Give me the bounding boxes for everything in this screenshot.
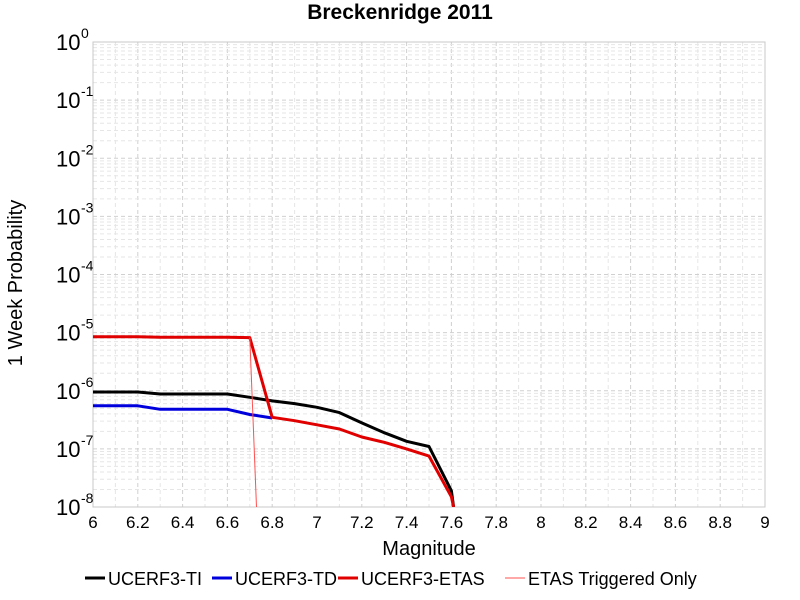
y-tick-exponent: -1 xyxy=(81,83,94,99)
y-tick-base: 10 xyxy=(56,379,80,404)
x-tick-labels: 6 6.2 6.4 6.6 6.8 7 7.2 7.4 7.6 7.8 8 8.2 8.4 8.6 8.8 9 xyxy=(88,513,769,532)
x-axis-label: Magnitude xyxy=(382,538,475,560)
x-tick-label: 7 xyxy=(312,513,321,532)
x-tick-label: 7.6 xyxy=(440,513,464,532)
x-tick-label: 8 xyxy=(536,513,545,532)
series-line-ucerf3-td xyxy=(93,404,273,420)
x-tick-label: 9 xyxy=(760,513,769,532)
x-tick-label: 6.8 xyxy=(260,513,284,532)
legend-label: UCERF3-ETAS xyxy=(361,569,485,589)
y-tick-exponent: -8 xyxy=(81,490,94,506)
x-tick-label: 6.2 xyxy=(126,513,150,532)
y-tick-exponent: -3 xyxy=(81,199,94,215)
y-tick-label: 10 -6 xyxy=(56,374,94,404)
y-tick-base: 10 xyxy=(56,437,80,462)
y-axis-label: 1 Week Probability xyxy=(5,200,27,366)
x-tick-label: 6.4 xyxy=(171,513,195,532)
x-tick-label: 7.2 xyxy=(350,513,374,532)
y-tick-base: 10 xyxy=(56,204,80,229)
y-tick-base: 10 xyxy=(56,88,80,113)
series-line-etas-triggered-only xyxy=(249,337,257,507)
x-tick-label: 8.6 xyxy=(664,513,688,532)
y-tick-base: 10 xyxy=(56,146,80,171)
series-line-ucerf3-ti xyxy=(93,390,456,507)
x-tick-label: 7.8 xyxy=(484,513,508,532)
y-tick-exponent: 0 xyxy=(81,25,89,41)
y-tick-label: 10 -1 xyxy=(56,83,94,113)
y-tick-label: 10 -5 xyxy=(56,316,94,346)
y-tick-label: 10 -7 xyxy=(56,432,94,462)
x-tick-label: 6 xyxy=(88,513,97,532)
x-tick-label: 8.8 xyxy=(708,513,732,532)
grid xyxy=(92,42,766,508)
y-tick-base: 10 xyxy=(56,30,80,55)
y-tick-base: 10 xyxy=(56,321,80,346)
x-tick-label: 7.4 xyxy=(395,513,419,532)
y-tick-label: 10 -4 xyxy=(56,258,94,288)
chart-title: Breckenridge 2011 xyxy=(307,1,493,24)
y-tick-exponent: -7 xyxy=(81,432,94,448)
legend-label: UCERF3-TI xyxy=(108,569,202,589)
y-tick-label: 10 -2 xyxy=(56,141,94,171)
x-tick-label: 8.2 xyxy=(574,513,598,532)
legend: UCERF3-TI UCERF3-TD UCERF3-ETAS ETAS Trigge… xyxy=(85,569,697,589)
y-tick-exponent: -5 xyxy=(81,316,94,332)
y-tick-label: 10 -8 xyxy=(56,490,94,520)
y-tick-exponent: -2 xyxy=(81,141,94,157)
y-tick-exponent: -6 xyxy=(81,374,94,390)
y-tick-base: 10 xyxy=(56,495,80,520)
legend-label: ETAS Triggered Only xyxy=(528,569,697,589)
y-tick-exponent: -4 xyxy=(81,258,94,274)
y-tick-label: 10 0 xyxy=(56,25,89,55)
legend-label: UCERF3-TD xyxy=(235,569,337,589)
series-line-ucerf3-etas xyxy=(93,335,456,507)
x-tick-label: 8.4 xyxy=(619,513,643,532)
y-tick-label: 10 -3 xyxy=(56,199,94,229)
y-tick-base: 10 xyxy=(56,263,80,288)
x-tick-label: 6.6 xyxy=(216,513,240,532)
plot-frame xyxy=(92,41,766,508)
series-layer xyxy=(93,335,456,507)
